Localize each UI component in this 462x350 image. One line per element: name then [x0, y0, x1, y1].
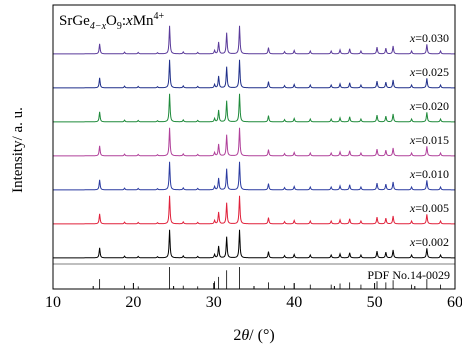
formula-colon: : — [122, 13, 126, 29]
formula-dopant: Mn — [133, 13, 154, 29]
formula-sub2: 9 — [117, 21, 122, 32]
series-label-1: x=0.030 — [409, 31, 449, 45]
x-tick-label: 30 — [206, 294, 222, 311]
series-label-var: x — [409, 167, 416, 181]
series-label-value: =0.010 — [415, 167, 449, 181]
x-tick-label: 10 — [45, 294, 61, 311]
series-label-var: x — [409, 133, 416, 147]
xrd-trace-7 — [53, 229, 455, 259]
xrd-trace-1 — [53, 25, 455, 55]
series-label-4: x=0.015 — [409, 133, 449, 147]
x-label-theta: θ — [241, 327, 249, 344]
series-label-var: x — [409, 31, 416, 45]
xrd-trace-3 — [53, 93, 455, 123]
series-label-value: =0.002 — [415, 235, 449, 249]
xrd-traces — [53, 25, 455, 259]
series-label-5: x=0.010 — [409, 167, 449, 181]
formula-sup: 4+ — [154, 11, 165, 22]
series-label-value: =0.015 — [415, 133, 449, 147]
series-label-value: =0.025 — [415, 65, 449, 79]
series-label-value: =0.020 — [415, 99, 449, 113]
series-label-3: x=0.020 — [409, 99, 449, 113]
series-label-2: x=0.025 — [409, 65, 449, 79]
xrd-trace-2 — [53, 59, 455, 89]
xrd-trace-6 — [53, 195, 455, 225]
reference-label: PDF No.14-0029 — [367, 268, 450, 282]
series-label-6: x=0.005 — [409, 201, 449, 215]
x-tick-label: 40 — [286, 294, 302, 311]
formula-sub1: 4−x — [90, 21, 107, 32]
series-label-var: x — [409, 201, 416, 215]
x-tick-label: 20 — [125, 294, 141, 311]
x-tick-label: 50 — [367, 294, 383, 311]
x-tick-label: 60 — [447, 294, 462, 311]
formula-base: SrGe — [59, 13, 90, 29]
series-label-value: =0.005 — [415, 201, 449, 215]
x-axis: 10 20 30 40 50 60 — [45, 283, 462, 311]
series-label-value: =0.030 — [415, 31, 449, 45]
xrd-trace-5 — [53, 161, 455, 191]
series-labels: x=0.030x=0.025x=0.020x=0.015x=0.010x=0.0… — [409, 31, 449, 249]
xrd-trace-4 — [53, 127, 455, 157]
plot-frame — [52, 4, 456, 290]
series-label-var: x — [409, 65, 416, 79]
x-label-suffix: / (°) — [249, 327, 275, 344]
series-label-var: x — [409, 235, 416, 249]
chart-formula: SrGe4−xO9:xMn4+ — [59, 11, 165, 32]
formula-x: x — [125, 13, 133, 29]
series-label-7: x=0.002 — [409, 235, 449, 249]
y-axis-label: Intensity/ a. u. — [10, 107, 26, 193]
x-axis-label: 2θ/ (°) — [233, 327, 274, 344]
x-label-prefix: 2 — [233, 327, 241, 344]
series-label-var: x — [409, 99, 416, 113]
formula-mid: O — [106, 13, 117, 29]
